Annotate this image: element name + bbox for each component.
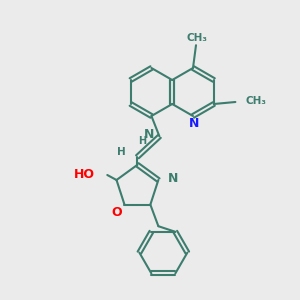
Text: CH₃: CH₃: [245, 96, 266, 106]
Text: N: N: [144, 128, 154, 141]
Text: O: O: [111, 206, 122, 219]
Text: HO: HO: [74, 167, 95, 181]
Text: CH₃: CH₃: [187, 33, 208, 43]
Text: N: N: [168, 172, 179, 184]
Text: N: N: [189, 117, 199, 130]
Text: H: H: [138, 136, 146, 146]
Text: H: H: [117, 147, 125, 157]
